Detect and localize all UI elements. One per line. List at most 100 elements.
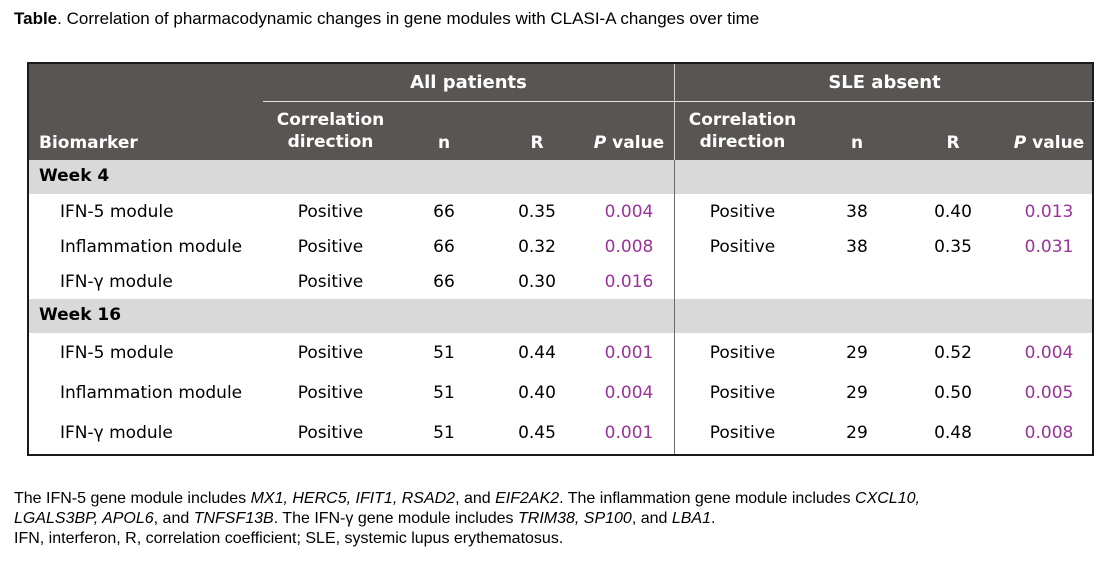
- fn-text: The IFN-5 gene module includes: [14, 490, 251, 507]
- cell-r: 0.44: [518, 343, 556, 363]
- row-biomarker: IFN-γ module: [60, 272, 173, 292]
- p-italic: P: [593, 133, 607, 153]
- group-sle-absent: SLE absent: [828, 72, 941, 93]
- cell-n: 51: [433, 423, 455, 443]
- cell-direction: Positive: [297, 237, 364, 257]
- cell-p-value: 0.004: [604, 383, 654, 403]
- table-header: All patients SLE absent Biomarker Correl…: [29, 64, 1094, 160]
- footnote-line-3: IFN, interferon, R, correlation coeffici…: [14, 530, 564, 547]
- col-r-b: R: [946, 133, 960, 153]
- footnote-line-1: The IFN-5 gene module includes MX1, HERC…: [14, 489, 920, 509]
- fn-gene: TNFSF13B: [193, 510, 274, 527]
- table-row: IFN-5 module Positive 66 0.35 0.004 Positive 3…: [29, 195, 1092, 230]
- table-row: IFN-γ module Positive 66 0.30 0.016: [29, 265, 1092, 300]
- fn-gene: MX1, HERC5, IFIT1, RSAD2: [250, 490, 456, 507]
- col-p-b: P value: [1004, 132, 1094, 154]
- cell-r: 0.48: [934, 423, 972, 443]
- cell-n: 29: [846, 383, 868, 403]
- col-direction-line1: Correlation: [276, 110, 385, 130]
- fn-text: , and: [631, 510, 672, 527]
- cell-r: 0.50: [934, 383, 972, 403]
- cell-r: 0.35: [518, 202, 556, 222]
- fn-text: . The inflammation gene module includes: [559, 490, 856, 507]
- fn-gene: LGALS3BP, APOL6: [14, 510, 154, 527]
- cell-n: 66: [433, 272, 455, 292]
- cell-direction: Positive: [709, 237, 776, 257]
- fn-text: , and: [153, 510, 194, 527]
- fn-text: . The IFN-γ gene module includes: [273, 510, 518, 527]
- section-header: Week 16: [29, 299, 1092, 333]
- row-biomarker: IFN-γ module: [60, 423, 173, 443]
- col-r-a: R: [530, 133, 544, 153]
- col-direction-line2: direction: [699, 132, 786, 152]
- cell-n: 51: [433, 383, 455, 403]
- correlation-table: All patients SLE absent Biomarker Correl…: [27, 62, 1094, 456]
- cell-direction: Positive: [297, 383, 364, 403]
- cell-p-value: 0.004: [604, 202, 654, 222]
- cell-direction: Positive: [297, 343, 364, 363]
- cell-r: 0.35: [934, 237, 972, 257]
- cell-n: 38: [846, 202, 868, 222]
- table-row: Inflammation module Positive 66 0.32 0.008 Po…: [29, 230, 1092, 265]
- cell-r: 0.40: [518, 383, 556, 403]
- table-caption: Table. Correlation of pharmacodynamic ch…: [14, 9, 759, 29]
- section-header: Week 4: [29, 160, 1092, 194]
- p-rest: value: [606, 133, 665, 153]
- footnote: The IFN-5 gene module includes MX1, HERC…: [14, 489, 920, 549]
- p-rest: value: [1026, 133, 1085, 153]
- col-p-a: P value: [584, 132, 674, 154]
- fn-text: .: [710, 510, 716, 527]
- group-all-patients: All patients: [410, 72, 527, 93]
- cell-r: 0.40: [934, 202, 972, 222]
- column-divider: [674, 160, 675, 454]
- table-row: IFN-γ module Positive 51 0.45 0.001 Positive 2…: [29, 416, 1092, 456]
- row-biomarker: Inflammation module: [60, 383, 243, 403]
- row-biomarker: IFN-5 module: [60, 343, 174, 363]
- cell-r: 0.32: [518, 237, 556, 257]
- group-underline: [675, 101, 1094, 102]
- cell-direction: Positive: [297, 423, 364, 443]
- cell-r: 0.30: [518, 272, 556, 292]
- cell-direction: Positive: [709, 343, 776, 363]
- cell-direction: Positive: [297, 272, 364, 292]
- col-n-a: n: [437, 133, 451, 153]
- cell-p-value: 0.013: [1024, 202, 1074, 222]
- cell-direction: Positive: [709, 202, 776, 222]
- row-biomarker: IFN-5 module: [60, 202, 174, 222]
- cell-p-value: 0.001: [604, 343, 654, 363]
- cell-direction: Positive: [709, 383, 776, 403]
- cell-p-value: 0.031: [1024, 237, 1074, 257]
- table-row: IFN-5 module Positive 51 0.44 0.001 Positive 2…: [29, 336, 1092, 376]
- cell-n: 51: [433, 343, 455, 363]
- col-n-b: n: [850, 133, 864, 153]
- col-direction-line2: direction: [287, 132, 374, 152]
- p-italic: P: [1013, 133, 1027, 153]
- section-title: Week 4: [39, 166, 110, 186]
- fn-text: , and: [455, 490, 496, 507]
- col-biomarker: Biomarker: [39, 133, 138, 153]
- cell-p-value: 0.001: [604, 423, 654, 443]
- fn-gene: TRIM38, SP100: [517, 510, 632, 527]
- fn-gene: EIF2AK2: [495, 490, 560, 507]
- cell-p-value: 0.008: [1024, 423, 1074, 443]
- cell-n: 29: [846, 423, 868, 443]
- cell-n: 66: [433, 202, 455, 222]
- cell-n: 66: [433, 237, 455, 257]
- cell-n: 38: [846, 237, 868, 257]
- cell-r: 0.45: [518, 423, 556, 443]
- cell-direction: Positive: [709, 423, 776, 443]
- cell-p-value: 0.005: [1024, 383, 1074, 403]
- fn-gene: LBA1: [671, 510, 711, 527]
- caption-label: Table: [14, 9, 58, 28]
- caption-text: . Correlation of pharmacodynamic changes…: [57, 9, 760, 28]
- col-direction-b: Correlation direction: [675, 109, 810, 153]
- cell-r: 0.52: [934, 343, 972, 363]
- cell-n: 29: [846, 343, 868, 363]
- footnote-line-2: LGALS3BP, APOL6, and TNFSF13B. The IFN-γ…: [14, 509, 920, 529]
- cell-p-value: 0.016: [604, 272, 654, 292]
- cell-p-value: 0.004: [1024, 343, 1074, 363]
- header-divider: [674, 64, 675, 160]
- row-biomarker: Inflammation module: [60, 237, 243, 257]
- col-direction-line1: Correlation: [688, 110, 797, 130]
- group-underline: [263, 101, 674, 102]
